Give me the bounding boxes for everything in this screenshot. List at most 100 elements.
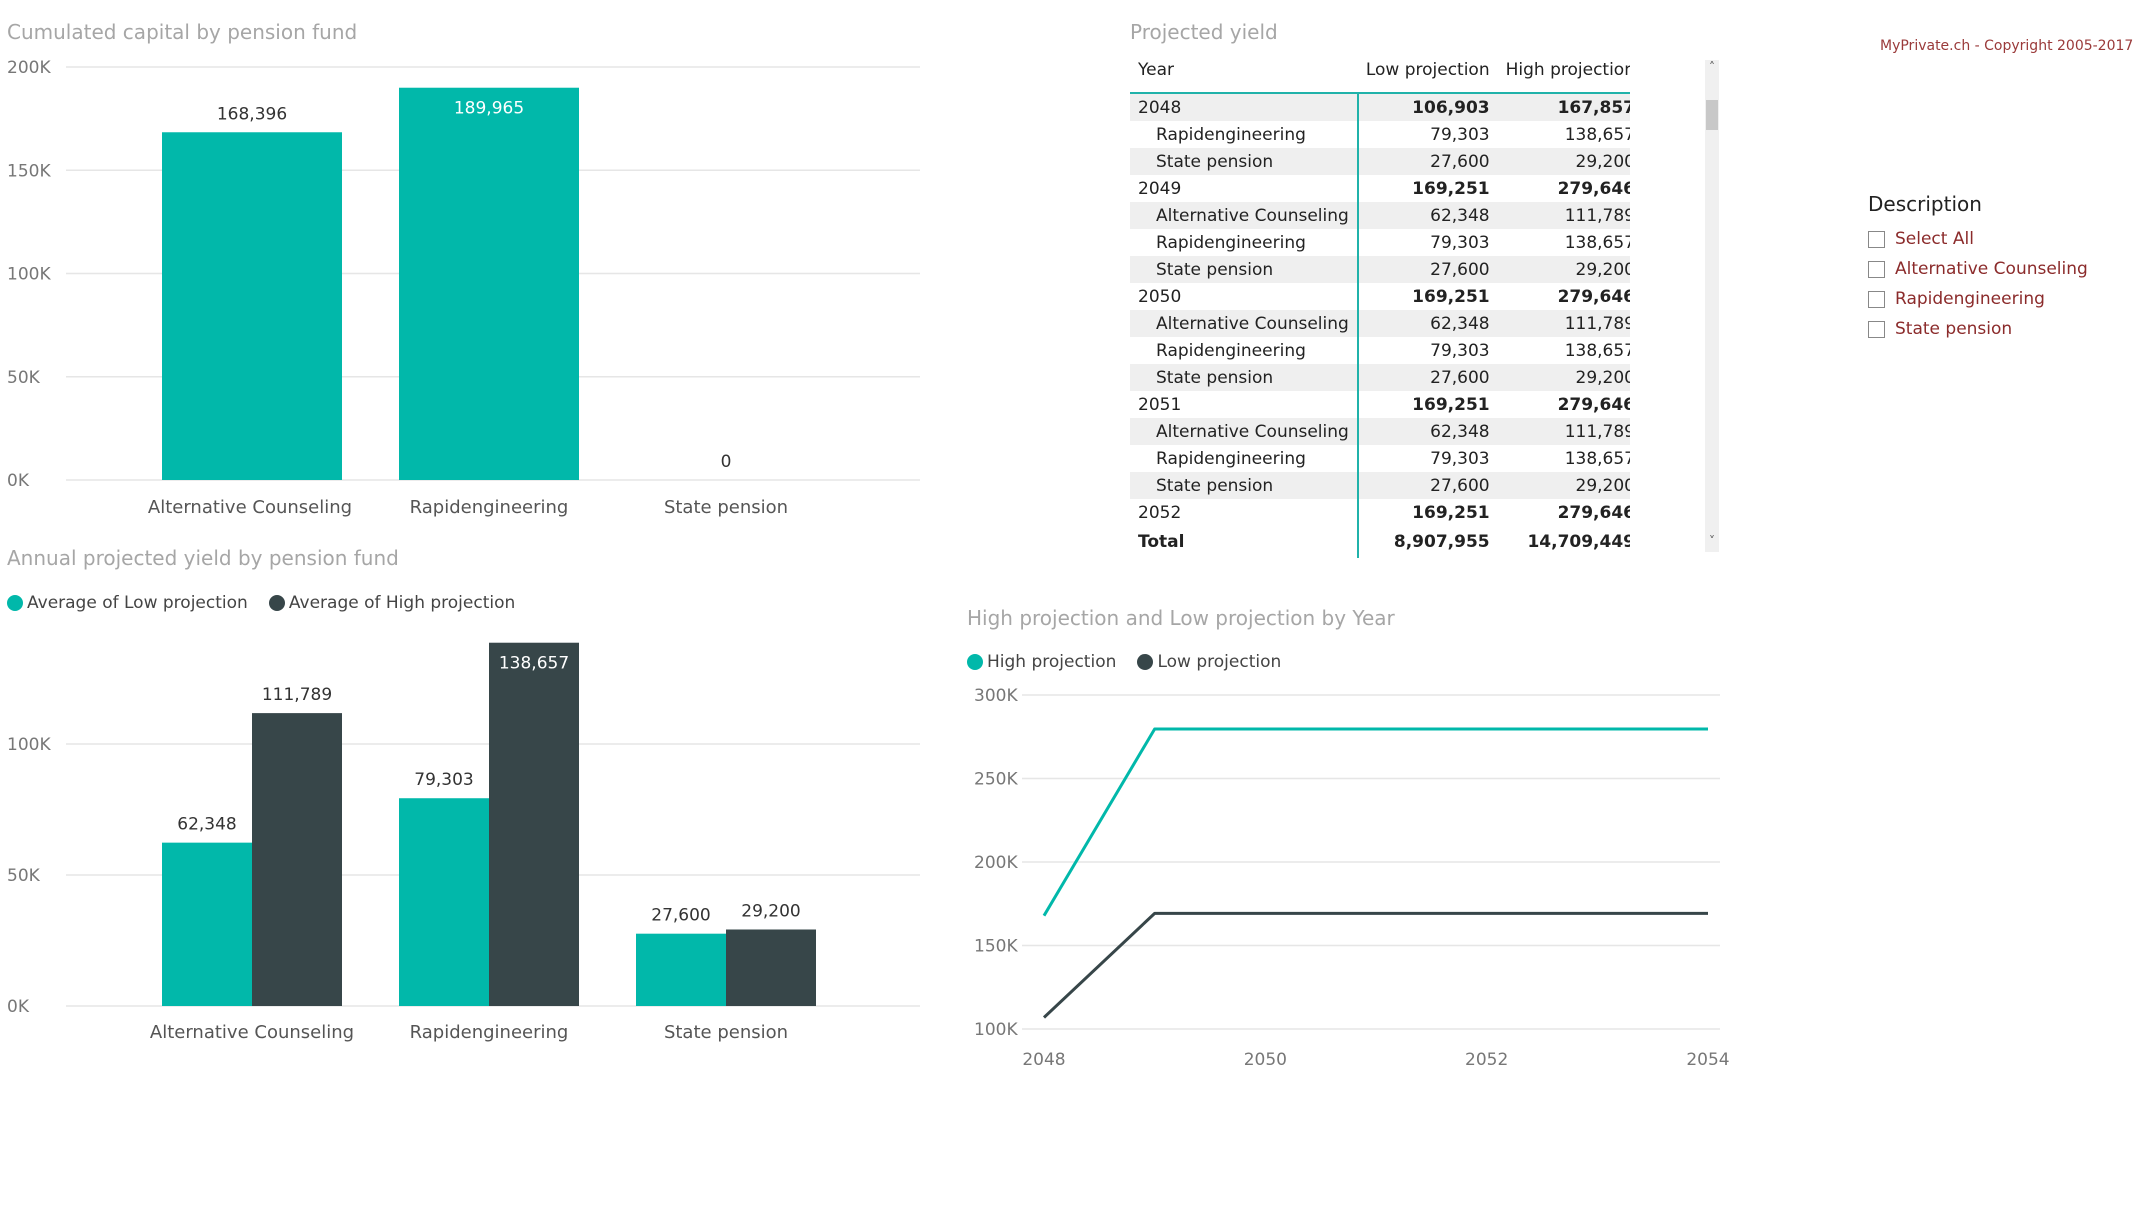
matrix-year-row[interactable]: 2048 106,903 167,857 [1130,93,1630,121]
bar-high[interactable] [726,929,816,1006]
matrix-cell-row-label: Alternative Counseling [1130,418,1359,445]
matrix-cell-high-value: 111,789 [1497,202,1630,229]
matrix-title: Projected yield [1130,20,1278,44]
checkbox-icon[interactable] [1868,320,1885,338]
bar[interactable] [162,132,342,480]
matrix-cell-high-value: 138,657 [1564,340,1630,361]
matrix-row[interactable]: Rapidengineering 79,303 138,657 [1130,229,1630,256]
legend-dot-low-icon [7,595,23,611]
data-label: 62,348 [177,815,236,835]
matrix-cell-high-value: 279,646 [1557,178,1630,199]
matrix-year-row[interactable]: 2049 169,251 279,646 [1130,175,1630,202]
matrix-header-year[interactable]: Year [1130,48,1358,94]
matrix-row[interactable]: State pension 27,600 29,200 [1130,472,1630,499]
legend-label-low: Average of Low projection [27,593,248,613]
legend-item-low[interactable]: Average of Low projection [7,593,248,613]
scroll-down-icon[interactable]: ˅ [1709,534,1715,548]
matrix-row[interactable]: State pension 27,600 29,200 [1130,148,1630,175]
matrix-cell-row-label: 2051 [1130,391,1359,418]
matrix-row[interactable]: Rapidengineering 79,303 138,657 [1130,337,1630,364]
legend-label-low-projection: Low projection [1157,652,1282,672]
checkbox-icon[interactable] [1868,230,1885,248]
legend-item-high[interactable]: Average of High projection [268,593,516,613]
slicer-item[interactable]: State pension [1868,314,2128,344]
matrix-cell-high-value: 279,646 [1557,286,1630,307]
y-tick-label: 300K [974,686,1018,706]
bar-low[interactable] [399,798,489,1006]
matrix-row[interactable]: Alternative Counseling 62,348 111,789 [1130,202,1630,229]
matrix-row[interactable]: State pension 27,600 29,200 [1130,364,1630,391]
legend-item-low-projection[interactable]: Low projection [1137,652,1281,672]
legend-item-high-projection[interactable]: High projection [967,652,1116,672]
x-category-label: Alternative Counseling [150,1022,354,1043]
bar-high[interactable] [489,642,579,1006]
matrix-cell-low-value: 27,600 [1357,364,1498,391]
matrix-cell-row-label: Alternative Counseling [1130,202,1359,229]
matrix-cell-low-value: 62,348 [1357,202,1498,229]
x-category-label: Alternative Counseling [148,497,352,518]
matrix-year-row[interactable]: 2050 169,251 279,646 [1130,283,1630,310]
slicer-item[interactable]: Alternative Counseling [1868,254,2128,284]
matrix-cell-low-value: 27,600 [1357,472,1498,499]
matrix-cell-row-label: Rapidengineering [1130,121,1359,148]
matrix-cell-low-value: 27,600 [1357,256,1498,283]
matrix-cell-row-label: Rapidengineering [1130,229,1359,256]
line-low-projection[interactable] [1042,911,1708,1019]
matrix-row[interactable]: Alternative Counseling 62,348 111,789 [1130,418,1630,445]
matrix-header-low[interactable]: Low projection [1357,48,1498,94]
bar-low[interactable] [162,842,252,1006]
legend-label-high-projection: High projection [987,652,1117,672]
slicer-item-label: Alternative Counseling [1895,259,2088,279]
slicer-item[interactable]: Rapidengineering [1868,284,2128,314]
matrix-cell-low-value: 169,251 [1412,286,1490,307]
legend-label-high: Average of High projection [288,593,516,613]
chart-title-cumulated: Cumulated capital by pension fund [7,20,358,44]
checkbox-icon[interactable] [1868,290,1885,308]
matrix-cell-low-value: 27,600 [1357,148,1498,175]
matrix-cell-low-value: 79,303 [1430,448,1490,469]
matrix-row[interactable]: Alternative Counseling 62,348 111,789 [1130,310,1630,337]
data-label: 189,965 [454,99,524,119]
matrix-year-row[interactable]: 2051 169,251 279,646 [1130,391,1630,418]
scroll-thumb[interactable] [1706,100,1718,130]
bar-chart-annual[interactable]: 100K 50K 0K 62,348 111,789 Alternative Counse… [0,620,930,1050]
y-tick-label: 0K [7,471,30,491]
y-tick-label: 150K [7,161,51,181]
matrix-visual[interactable]: Year Low projection High projection 2048… [1130,48,1630,568]
matrix-row[interactable]: Rapidengineering 79,303 138,657 [1130,445,1630,472]
scroll-up-icon[interactable]: ˄ [1709,60,1715,74]
slicer-title: Description [1868,192,1982,216]
matrix-cell-total-high: 14,709,449 [1527,532,1630,552]
bar-chart-cumulated[interactable]: 200K 150K 100K 50K 0K 168,396 Alternative Coun… [0,50,930,530]
x-tick-label: 2048 [1022,1050,1065,1070]
matrix-cell-low-value: 106,903 [1357,93,1498,121]
matrix-cell-low-value: 62,348 [1357,310,1498,337]
slicer-item[interactable]: Select All [1868,224,2128,254]
matrix-cell-high-value: 29,200 [1497,256,1630,283]
data-label: 138,657 [499,654,569,674]
y-tick-label: 200K [7,58,51,78]
matrix-scrollbar[interactable]: ˄ ˅ [1705,60,1719,552]
matrix-cell-high-value: 29,200 [1497,472,1630,499]
matrix-row[interactable]: State pension 27,600 29,200 [1130,256,1630,283]
bar-low[interactable] [636,933,726,1006]
line-high-projection[interactable] [1042,727,1708,917]
chart-title-annual: Annual projected yield by pension fund [7,546,399,570]
matrix-cell-row-label: 2049 [1130,175,1359,202]
matrix-cell-row-label: Rapidengineering [1130,337,1359,364]
line-chart-title: High projection and Low projection by Ye… [967,606,1395,630]
data-label: 0 [721,452,732,472]
matrix-cell-total-label: Total [1130,526,1359,558]
matrix-row[interactable]: Rapidengineering 79,303 138,657 [1130,121,1630,148]
matrix-header-high[interactable]: High projection [1497,48,1630,94]
x-category-label: State pension [664,497,788,518]
y-tick-label: 250K [974,770,1018,790]
matrix-cell-row-label: Rapidengineering [1130,445,1359,472]
bar[interactable] [399,87,579,480]
matrix-cell-row-label: State pension [1130,148,1359,175]
matrix-year-row[interactable]: 2052 169,251 279,646 [1130,499,1630,526]
checkbox-icon[interactable] [1868,260,1885,278]
bar-high[interactable] [252,713,342,1006]
y-tick-label: 50K [7,866,41,886]
